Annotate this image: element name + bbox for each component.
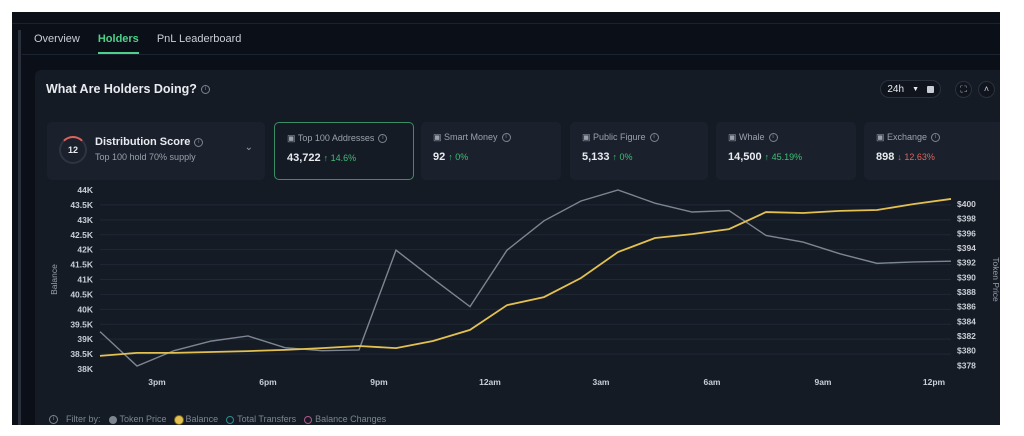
info-icon[interactable]: i	[768, 133, 778, 143]
collapse-chevron-up-icon[interactable]: ˄	[978, 80, 995, 98]
panel-controls: 24h ▼ ⛶ ˄	[880, 80, 995, 98]
top-toolbar	[12, 12, 1000, 24]
y2-tick-label: $396	[957, 228, 976, 238]
filter-total-transfers[interactable]: Total Transfers	[226, 414, 296, 424]
y-tick-label: 40K	[77, 304, 93, 314]
y2-tick-label: $384	[957, 316, 976, 326]
y2-tick-label: $392	[957, 258, 976, 268]
x-tick-label: 9am	[814, 377, 831, 387]
y2-tick-label: $398	[957, 214, 976, 224]
y2-tick-label: $390	[957, 272, 976, 282]
info-icon[interactable]: i	[649, 133, 659, 143]
stat-card-public-figure[interactable]: ▣ Public Figure i 5,133 ↑ 0%	[570, 122, 708, 180]
y-tick-label: 41.5K	[70, 260, 94, 270]
y2-tick-label: $380	[957, 346, 976, 356]
x-tick-label: 3pm	[148, 377, 166, 387]
stat-value: 898	[876, 151, 895, 163]
y-tick-label: 40.5K	[70, 289, 94, 299]
stat-change: ↑ 0%	[612, 152, 633, 162]
score-ring: 12	[59, 136, 87, 164]
y2-tick-label: $378	[957, 360, 976, 370]
filter-token-price[interactable]: Token Price	[108, 414, 167, 424]
stat-card-top-100-addresses[interactable]: ▣ Top 100 Addresses i 43,722 ↑ 14.6%	[274, 122, 414, 180]
stat-change: ↑ 14.6%	[323, 153, 357, 163]
fullscreen-icon[interactable]: ⛶	[955, 80, 972, 98]
y-tick-label: 42K	[77, 245, 93, 255]
y2-tick-label: $388	[957, 287, 976, 297]
public-figure-icon: ▣	[582, 132, 591, 142]
x-tick-label: 12pm	[923, 377, 946, 387]
y2-tick-label: $400	[957, 199, 976, 209]
info-icon[interactable]: i	[194, 137, 204, 147]
scrollbar[interactable]	[18, 30, 21, 425]
stat-value: 43,722	[287, 152, 321, 164]
caret-down-icon: ▼	[912, 85, 919, 93]
y-tick-label: 43K	[77, 215, 93, 225]
y2-tick-label: $394	[957, 243, 976, 253]
series-line-balance	[99, 198, 952, 357]
y2-tick-label: $382	[957, 331, 976, 341]
stat-change: ↑ 45.19%	[764, 152, 803, 162]
x-tick-label: 6am	[703, 377, 720, 387]
filter-bar: i Filter by: Token Price Balance Total Tra…	[49, 414, 386, 424]
holders-chart: 38K 38.5K 39K 39.5K 40K 40.5K 41K 41.5K 42K 42.5K…	[49, 185, 1000, 387]
info-icon[interactable]: i	[931, 133, 941, 143]
info-icon[interactable]: i	[378, 134, 388, 144]
radio-icon	[108, 415, 117, 424]
stat-card-exchange[interactable]: ▣ Exchange i 898 ↓ 12.63%	[864, 122, 1000, 180]
timeframe-dropdown[interactable]: 24h ▼	[880, 80, 941, 98]
info-icon[interactable]: i	[200, 85, 210, 95]
filter-balance-changes[interactable]: Balance Changes	[304, 414, 386, 424]
smart-money-icon: ▣	[433, 132, 442, 142]
stat-change: ↑ 0%	[448, 152, 469, 162]
divider	[22, 54, 1000, 55]
bank-icon: ▣	[876, 132, 885, 142]
x-tick-label: 9pm	[370, 377, 388, 387]
info-icon: i	[49, 414, 58, 424]
radio-icon	[226, 415, 235, 424]
stat-card-whale[interactable]: ▣ Whale i 14,500 ↑ 45.19%	[716, 122, 856, 180]
wallet-icon: ▣	[287, 133, 296, 143]
y-tick-label: 43.5K	[70, 200, 94, 210]
tab-bar: Overview Holders PnL Leaderboard	[34, 30, 241, 54]
distribution-score-card[interactable]: 12 Distribution Score i Top 100 hold 70% …	[47, 122, 265, 180]
x-tick-label: 12am	[479, 377, 501, 387]
filter-balance[interactable]: Balance	[174, 414, 218, 424]
y-axis-label: Balance	[49, 264, 59, 295]
stat-value: 92	[433, 151, 446, 163]
tab-pnl-leaderboard[interactable]: PnL Leaderboard	[156, 33, 242, 45]
stat-change: ↓ 12.63%	[897, 152, 935, 162]
y-tick-label: 41K	[77, 275, 93, 285]
panel-title: What Are Holders Doing? i	[46, 82, 210, 96]
stat-value: 14,500	[728, 151, 762, 163]
holders-panel: What Are Holders Doing? i 24h ▼ ⛶ ˄ 12 Dis…	[35, 70, 1000, 425]
stat-card-smart-money[interactable]: ▣ Smart Money i 92 ↑ 0%	[421, 122, 561, 180]
x-tick-label: 3am	[592, 377, 609, 387]
y-tick-label: 42.5K	[70, 230, 94, 240]
y-tick-label: 38.5K	[70, 349, 94, 359]
y-tick-label: 39K	[77, 334, 93, 344]
y2-axis-label: Token Price	[991, 257, 1000, 302]
stat-value: 5,133	[582, 151, 610, 163]
y-tick-label: 44K	[77, 185, 93, 195]
tab-overview[interactable]: Overview	[34, 33, 80, 45]
app-window: Overview Holders PnL Leaderboard What Ar…	[12, 12, 1000, 425]
y2-tick-label: $386	[957, 302, 976, 312]
x-tick-label: 6pm	[259, 377, 277, 387]
y-tick-label: 39.5K	[70, 319, 94, 329]
whale-icon: ▣	[728, 132, 737, 142]
radio-icon	[174, 415, 183, 424]
series-line-token-price	[99, 189, 952, 367]
y-tick-label: 38K	[77, 364, 93, 374]
tab-holders[interactable]: Holders	[97, 30, 139, 54]
info-icon[interactable]: i	[501, 133, 511, 143]
radio-icon	[304, 415, 313, 424]
chevron-down-icon[interactable]: ⌄	[244, 142, 253, 153]
calendar-icon[interactable]	[927, 85, 934, 93]
